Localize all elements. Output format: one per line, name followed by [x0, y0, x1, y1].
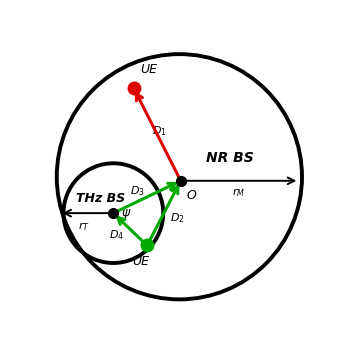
Text: UE: UE: [132, 255, 149, 268]
Text: UE: UE: [140, 63, 157, 76]
Text: THz BS: THz BS: [76, 192, 125, 205]
Text: $\psi$: $\psi$: [121, 208, 132, 222]
Text: $r_M$: $r_M$: [232, 186, 245, 199]
Text: $r_T$: $r_T$: [78, 220, 90, 233]
Text: $D_3$: $D_3$: [130, 185, 144, 198]
Text: NR BS: NR BS: [206, 150, 254, 164]
Text: $D_1$: $D_1$: [153, 124, 167, 138]
Text: $D_2$: $D_2$: [170, 212, 185, 225]
Text: $D_4$: $D_4$: [109, 228, 124, 241]
Text: O: O: [186, 189, 196, 202]
